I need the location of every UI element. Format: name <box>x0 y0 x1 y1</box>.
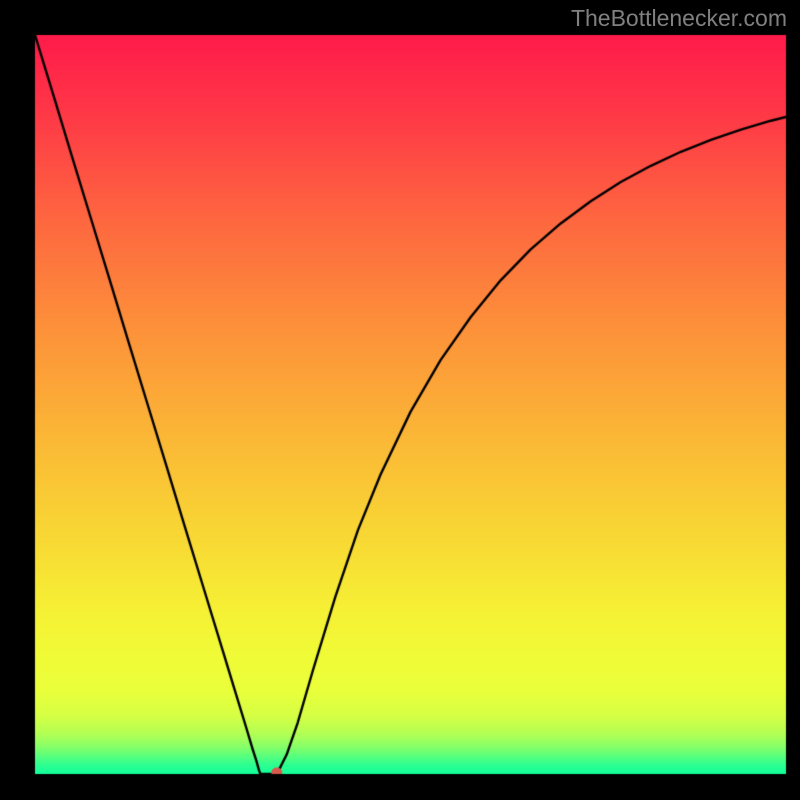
watermark-text: TheBottlenecker.com <box>571 5 787 32</box>
chart-canvas <box>0 0 800 800</box>
